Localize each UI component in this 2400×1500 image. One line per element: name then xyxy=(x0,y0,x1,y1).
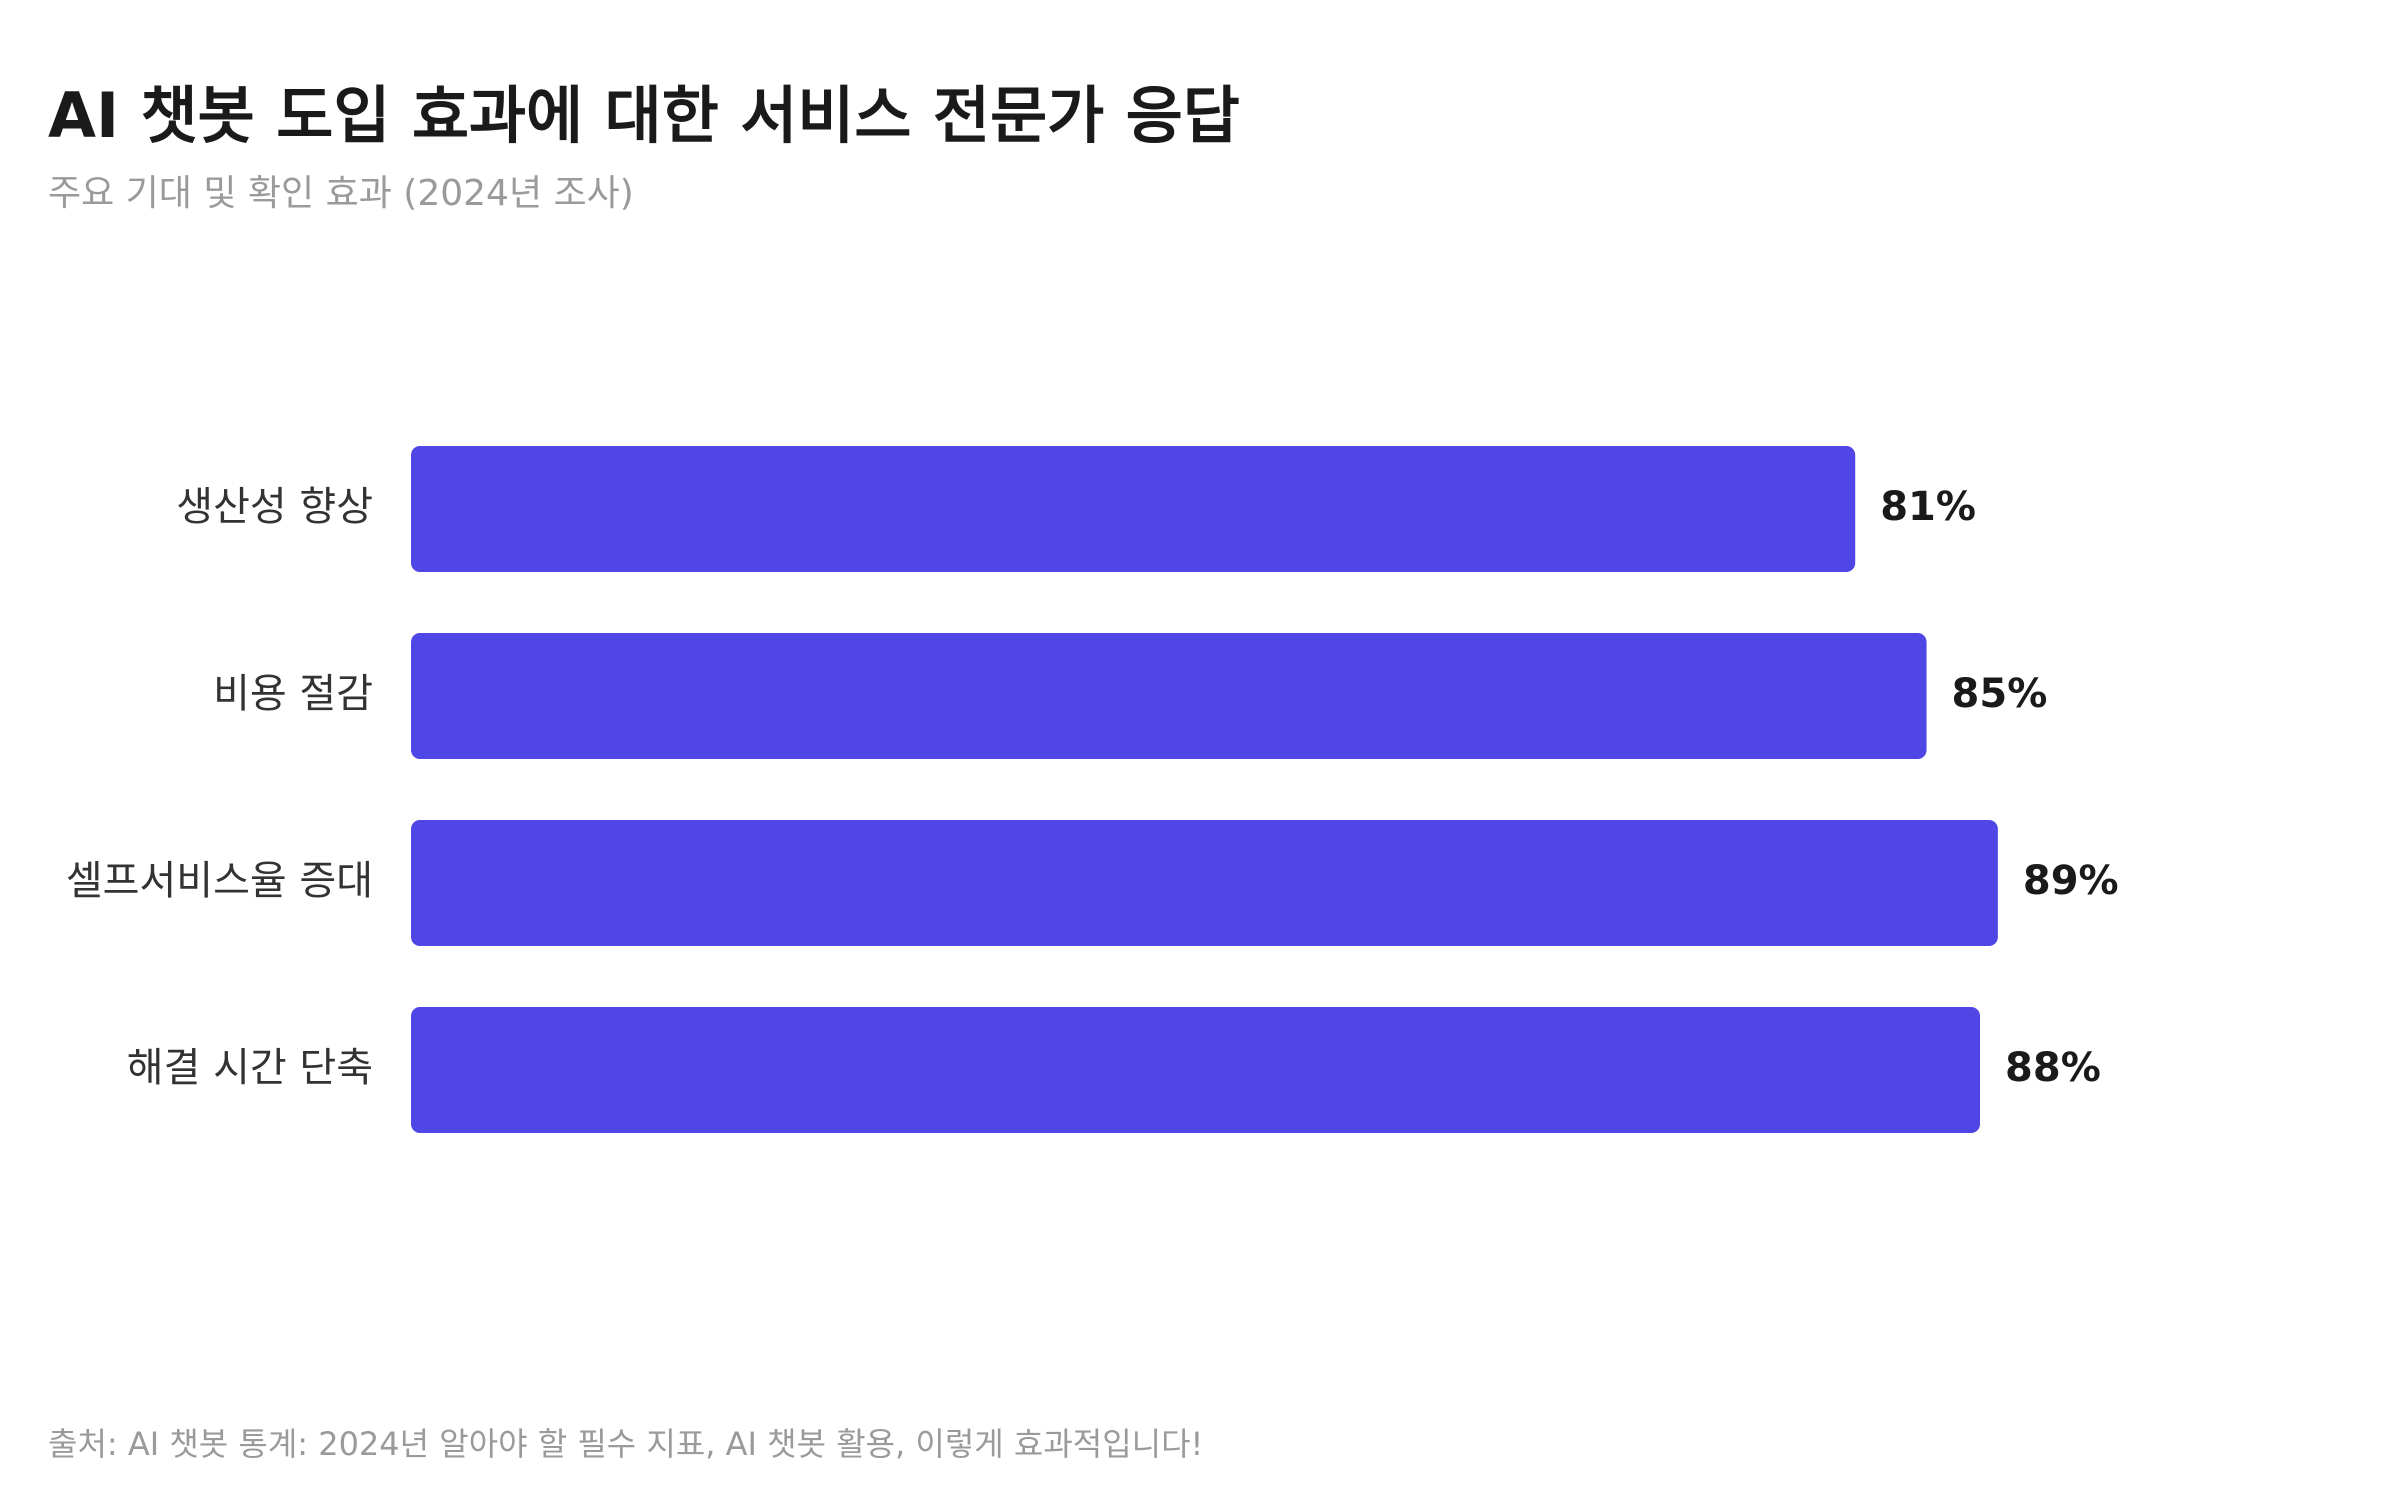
category-label: 셀프서비스율 증대 xyxy=(66,858,373,904)
category-label: 생산성 향상 xyxy=(176,484,373,530)
category-label: 비용 절감 xyxy=(213,671,373,717)
bar xyxy=(411,820,1998,946)
chart-title: AI 챗봇 도입 효과에 대한 서비스 전문가 응답 xyxy=(48,79,1240,152)
bar xyxy=(411,1007,1981,1133)
value-label: 85% xyxy=(1952,671,2048,717)
bar xyxy=(411,446,1856,572)
value-label: 89% xyxy=(2023,858,2119,904)
value-label: 88% xyxy=(2005,1045,2101,1091)
bar xyxy=(411,633,1927,759)
value-label: 81% xyxy=(1880,484,1976,530)
source-note: 출처: AI 챗봇 통계: 2024년 알아야 할 필수 지표, AI 챗봇 활… xyxy=(48,1425,1203,1463)
chart-subtitle: 주요 기대 및 확인 효과 (2024년 조사) xyxy=(48,173,634,214)
category-label: 해결 시간 단축 xyxy=(127,1045,373,1091)
